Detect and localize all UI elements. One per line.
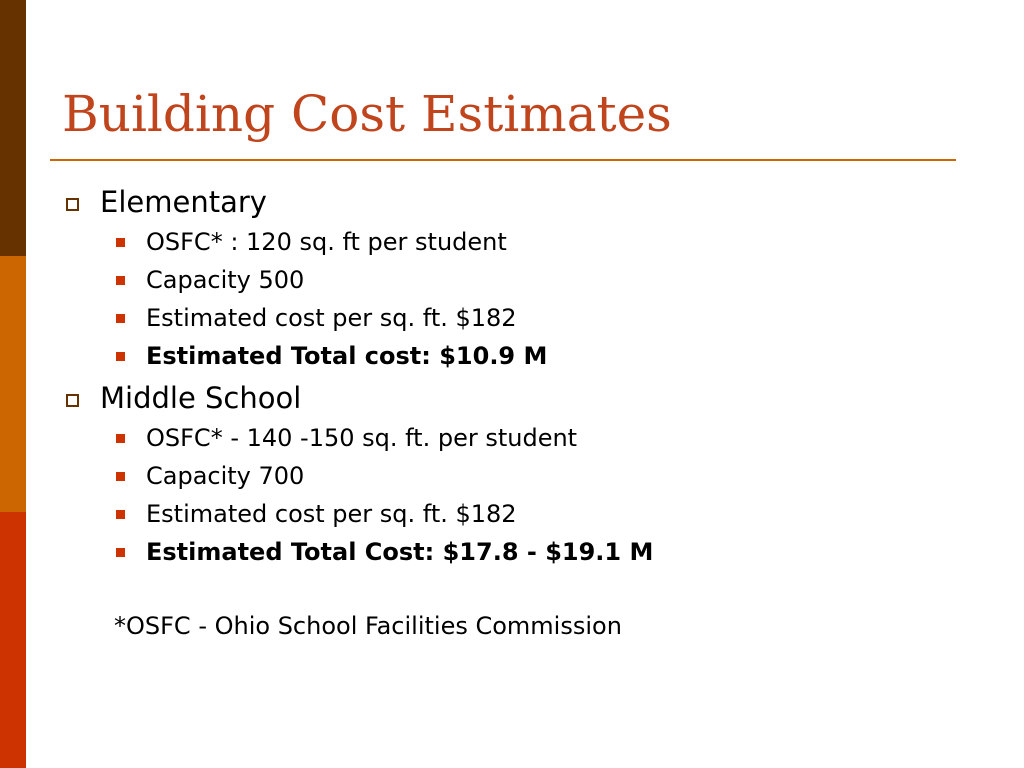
square-bullet-icon: [116, 472, 125, 481]
slide-title: Building Cost Estimates: [62, 85, 672, 143]
square-bullet-icon: [116, 314, 125, 323]
middle-school-item-capacity: Capacity 700: [146, 462, 305, 490]
section-heading-elementary: Elementary: [100, 185, 267, 219]
section-heading-middle-school: Middle School: [100, 381, 302, 415]
elementary-item-total-cost: Estimated Total cost: $10.9 M: [146, 342, 548, 370]
square-bullet-icon: [116, 510, 125, 519]
left-stripe-top: [0, 0, 26, 256]
middle-school-item-cost-per-sqft: Estimated cost per sq. ft. $182: [146, 500, 517, 528]
title-underline: [50, 159, 956, 161]
square-bullet-icon: [116, 548, 125, 557]
elementary-item-osfc: OSFC* : 120 sq. ft per student: [146, 228, 507, 256]
middle-school-item-osfc: OSFC* - 140 -150 sq. ft. per student: [146, 424, 578, 452]
footnote: *OSFC - Ohio School Facilities Commissio…: [114, 612, 622, 640]
elementary-item-capacity: Capacity 500: [146, 266, 305, 294]
square-bullet-icon: [116, 238, 125, 247]
elementary-item-cost-per-sqft: Estimated cost per sq. ft. $182: [146, 304, 517, 332]
square-bullet-icon: [116, 276, 125, 285]
hollow-square-bullet-icon: [66, 394, 79, 407]
middle-school-item-total-cost: Estimated Total Cost: $17.8 - $19.1 M: [146, 538, 654, 566]
square-bullet-icon: [116, 434, 125, 443]
left-stripe-middle: [0, 256, 26, 512]
left-stripe-bottom: [0, 512, 26, 768]
hollow-square-bullet-icon: [66, 198, 79, 211]
square-bullet-icon: [116, 352, 125, 361]
